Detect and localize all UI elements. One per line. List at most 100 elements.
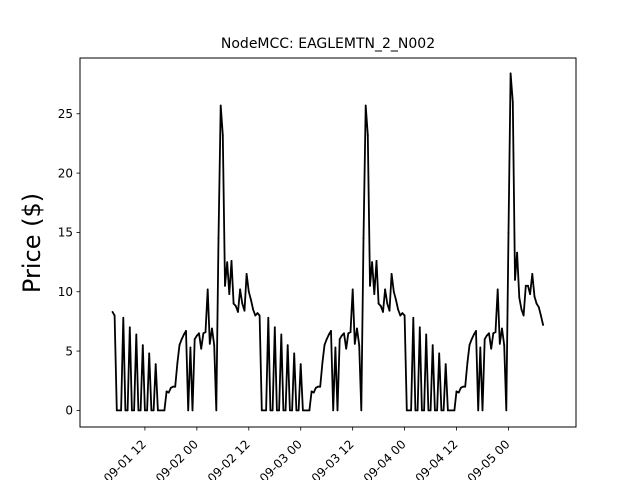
data-point xyxy=(211,327,213,330)
data-point xyxy=(282,409,285,412)
data-point xyxy=(122,316,125,319)
data-point xyxy=(375,260,378,262)
data-point xyxy=(416,409,419,412)
data-point xyxy=(464,385,467,388)
data-point xyxy=(442,409,445,412)
data-point xyxy=(414,409,417,412)
data-point xyxy=(537,306,540,309)
data-point xyxy=(139,409,142,412)
data-point xyxy=(215,409,218,412)
data-point xyxy=(336,409,339,412)
data-point xyxy=(356,327,358,330)
data-point xyxy=(237,311,239,313)
data-point xyxy=(321,362,324,364)
data-point xyxy=(189,346,192,349)
data-point xyxy=(431,344,434,346)
data-point xyxy=(193,338,196,341)
price-series-points xyxy=(111,72,544,412)
data-point xyxy=(124,409,127,412)
data-point xyxy=(267,316,270,319)
data-point xyxy=(455,390,458,393)
plot-frame xyxy=(79,57,577,428)
y-tick-label: 15 xyxy=(58,226,73,240)
data-point xyxy=(159,409,162,412)
data-point xyxy=(509,72,512,75)
y-tick-label: 0 xyxy=(65,404,73,418)
data-point xyxy=(405,409,408,412)
data-point xyxy=(291,409,293,412)
data-point xyxy=(163,409,166,412)
data-point xyxy=(293,352,296,355)
data-point xyxy=(434,409,436,412)
data-point xyxy=(466,362,469,364)
data-point xyxy=(319,385,322,388)
data-point xyxy=(462,385,464,388)
data-point xyxy=(239,288,242,291)
data-point xyxy=(113,314,116,317)
data-point xyxy=(457,391,460,394)
data-point xyxy=(128,326,131,329)
data-point xyxy=(483,338,486,341)
data-point xyxy=(202,332,205,335)
data-point xyxy=(157,409,159,412)
data-point xyxy=(488,332,490,335)
data-point xyxy=(533,295,536,298)
data-point xyxy=(297,409,300,412)
data-point xyxy=(187,409,190,412)
data-point xyxy=(345,347,348,350)
data-point xyxy=(496,288,499,291)
y-tick-label: 25 xyxy=(58,107,73,121)
data-point xyxy=(485,334,488,337)
data-point xyxy=(425,333,428,336)
data-point xyxy=(315,386,317,389)
data-point xyxy=(542,324,544,326)
data-point xyxy=(366,134,369,137)
data-point xyxy=(392,290,395,293)
data-point xyxy=(200,347,203,350)
data-point xyxy=(524,284,527,287)
data-point xyxy=(247,290,250,293)
y-tick-label: 20 xyxy=(58,166,73,180)
data-point xyxy=(133,409,136,412)
data-point xyxy=(141,344,144,346)
data-point xyxy=(135,333,138,336)
data-point xyxy=(453,409,456,412)
data-point xyxy=(334,346,337,349)
data-point xyxy=(174,385,177,388)
data-point xyxy=(507,231,510,234)
data-point xyxy=(360,409,363,412)
data-point xyxy=(401,312,404,314)
data-point xyxy=(228,293,231,295)
data-point xyxy=(518,296,521,299)
y-axis-label: Price ($) xyxy=(18,193,46,293)
data-point xyxy=(183,333,185,336)
data-point xyxy=(364,104,367,107)
data-point xyxy=(379,305,382,307)
data-point xyxy=(460,386,462,389)
data-point xyxy=(529,293,531,295)
data-point xyxy=(230,260,233,262)
data-point xyxy=(172,385,175,388)
data-point xyxy=(286,344,289,346)
data-point xyxy=(323,344,326,346)
data-point xyxy=(423,409,425,412)
data-point xyxy=(167,391,170,394)
data-point xyxy=(217,237,220,240)
data-point xyxy=(429,409,432,412)
data-point xyxy=(276,409,278,412)
data-point xyxy=(191,409,194,412)
data-point xyxy=(358,344,361,346)
data-point xyxy=(234,305,237,307)
y-tick-label: 5 xyxy=(65,344,73,358)
data-point xyxy=(338,338,341,341)
data-point xyxy=(252,308,255,311)
data-point xyxy=(427,409,430,412)
data-point xyxy=(451,409,454,412)
data-point xyxy=(403,314,406,317)
data-point xyxy=(304,409,306,412)
data-point xyxy=(176,362,179,364)
data-point xyxy=(397,308,399,311)
data-point xyxy=(154,363,157,365)
data-point xyxy=(219,104,222,107)
